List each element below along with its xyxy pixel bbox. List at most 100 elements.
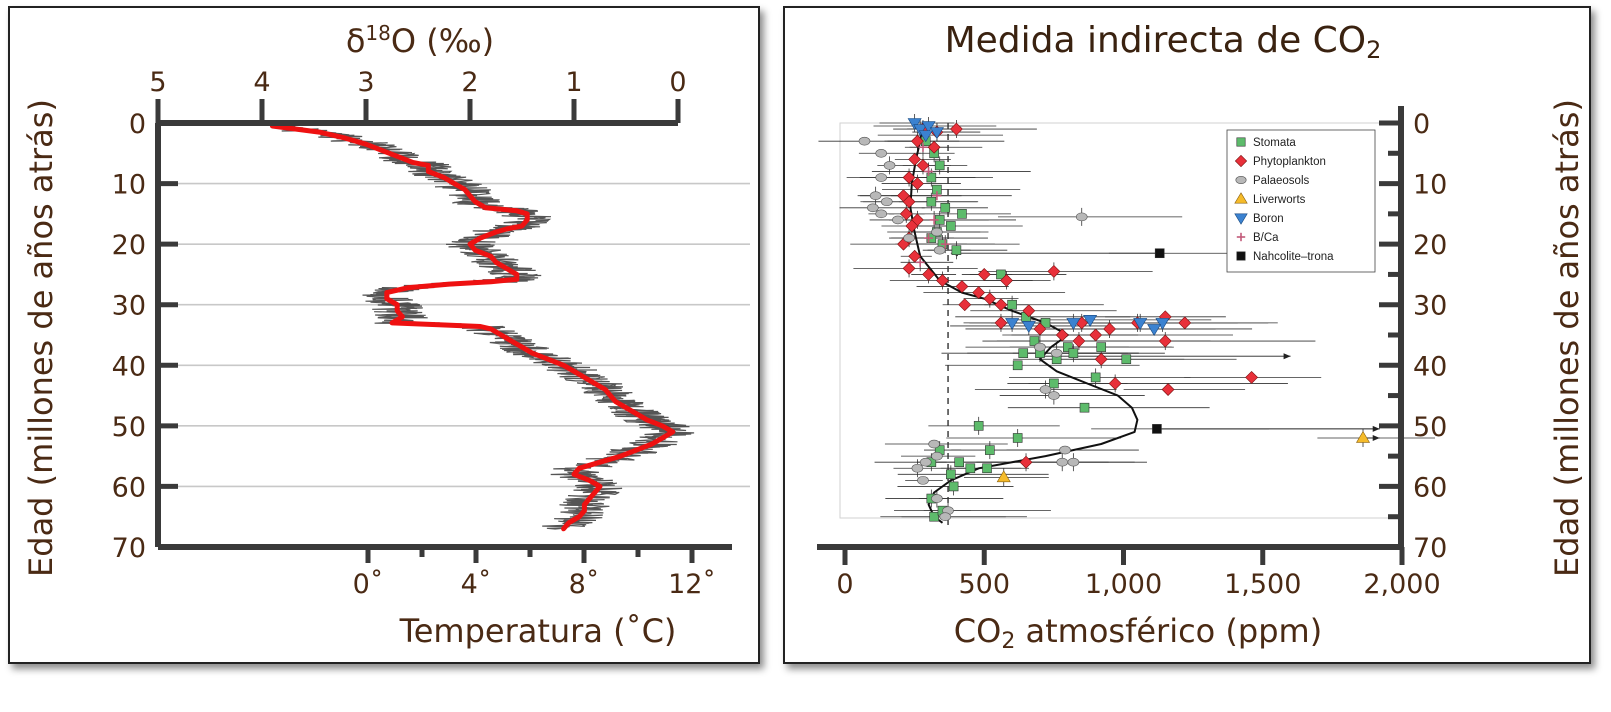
palaeosols-point bbox=[911, 463, 924, 473]
y-tick-label: 20 bbox=[112, 230, 146, 261]
top-tick-label: 0 bbox=[669, 67, 686, 98]
liverworts-point bbox=[996, 470, 1011, 483]
stomata-point bbox=[946, 221, 956, 231]
phytoplankton-point bbox=[1072, 334, 1086, 348]
x-tick-label: 0 bbox=[836, 569, 853, 600]
bottom-tick-label: 0˚ bbox=[353, 569, 384, 600]
stomata-point bbox=[965, 463, 976, 474]
legend-marker bbox=[1234, 213, 1248, 225]
phytoplankton-point bbox=[1161, 383, 1175, 396]
boron-point bbox=[929, 127, 944, 140]
palaeosols-point bbox=[931, 227, 943, 237]
top-axis-title: δ18O (‰) bbox=[346, 21, 494, 60]
stomata-point bbox=[946, 469, 956, 480]
left-chart-panel: 0 10 20 30 40 50 60 70 5 4 3 2 1 0 0˚ 4˚ 8˚ 12˚ δ18O (‰) … bbox=[8, 6, 760, 664]
legend-label: Stomata bbox=[1253, 137, 1296, 149]
stomata-point bbox=[985, 445, 995, 455]
right-chart-panel: Medida indirecta de CO2 Stomata Phytoplan… bbox=[783, 6, 1591, 664]
right-y-tick-label: 20 bbox=[1413, 230, 1447, 261]
phytoplankton-point bbox=[902, 195, 916, 209]
stomata-point bbox=[982, 463, 992, 474]
stomata-point bbox=[1096, 342, 1107, 352]
palaeosols-point bbox=[875, 148, 888, 158]
b-ca-point bbox=[918, 142, 928, 152]
phytoplankton-point bbox=[983, 292, 997, 306]
phytoplankton-point bbox=[1094, 352, 1108, 366]
phytoplankton-point bbox=[1245, 370, 1259, 384]
boron-point bbox=[921, 121, 936, 134]
legend-marker bbox=[1236, 137, 1246, 147]
palaeosols-point bbox=[933, 245, 946, 255]
stomata-point bbox=[1040, 318, 1051, 328]
phytoplankton-point bbox=[936, 274, 949, 287]
phytoplankton-point bbox=[972, 286, 986, 300]
legend-marker bbox=[1235, 176, 1247, 185]
phytoplankton-point bbox=[1108, 377, 1122, 390]
boron-point bbox=[1147, 324, 1162, 337]
phytoplankton-point bbox=[1047, 264, 1061, 278]
y-tick-label: 70 bbox=[112, 533, 146, 564]
phytoplankton-point bbox=[955, 280, 969, 293]
palaeosols-point bbox=[858, 136, 871, 146]
palaeosols-point bbox=[1039, 385, 1052, 394]
boron-point bbox=[913, 124, 928, 137]
error-arrowhead bbox=[1372, 434, 1380, 441]
top-tick-label: 1 bbox=[565, 67, 582, 98]
x-tick-label: 1,000 bbox=[1085, 569, 1162, 600]
x-tick-label: 2,000 bbox=[1363, 569, 1440, 600]
palaeosols-point bbox=[1059, 445, 1071, 455]
palaeosols-point bbox=[931, 451, 943, 461]
right-y-tick-label: 70 bbox=[1413, 533, 1447, 564]
stomata-point bbox=[951, 245, 962, 255]
top-tick-label: 2 bbox=[461, 67, 478, 98]
palaeosols-point bbox=[931, 494, 943, 503]
b-ca-point bbox=[924, 233, 934, 243]
palaeosols-point bbox=[867, 203, 879, 213]
phytoplankton-point bbox=[905, 219, 919, 233]
stomata-point bbox=[1029, 336, 1040, 346]
stomata-point bbox=[940, 203, 951, 213]
legend-marker bbox=[1234, 154, 1248, 168]
y-tick-label: 10 bbox=[112, 170, 146, 201]
y-tick-label: 50 bbox=[112, 412, 146, 443]
phytoplankton-point bbox=[994, 316, 1008, 330]
palaeosols-point bbox=[1067, 457, 1080, 467]
boron-point bbox=[918, 130, 933, 143]
palaeosols-point bbox=[1050, 348, 1063, 358]
phytoplankton-point bbox=[927, 140, 941, 154]
legend-marker bbox=[1234, 192, 1248, 204]
phytoplankton-point bbox=[1103, 322, 1116, 336]
legend-box bbox=[1226, 129, 1376, 273]
x-tick-label: 1,500 bbox=[1224, 569, 1301, 600]
co2-proxy-chart: Medida indirecta de CO2 Stomata Phytoplan… bbox=[817, 20, 1586, 654]
legend-label: Boron bbox=[1253, 213, 1284, 225]
legend-label: B/Ca bbox=[1253, 232, 1279, 244]
palaeosols-point bbox=[1056, 457, 1069, 467]
phytoplankton-point bbox=[994, 298, 1008, 312]
legend-label: Liverworts bbox=[1253, 194, 1306, 206]
top-tick-label: 4 bbox=[253, 67, 270, 98]
right-y-axis-title: Edad (millones de años atrás) bbox=[1548, 99, 1586, 577]
legend-label: Palaeosols bbox=[1253, 175, 1310, 187]
legend-marker bbox=[1236, 232, 1246, 242]
stomata-point bbox=[1049, 378, 1059, 389]
phytoplankton-point bbox=[977, 268, 991, 281]
palaeosols-point bbox=[869, 191, 882, 200]
phytoplankton-point bbox=[1089, 328, 1103, 342]
stomata-point bbox=[948, 481, 959, 492]
boron-point bbox=[1066, 318, 1081, 330]
palaeosols-point bbox=[928, 439, 940, 449]
stomata-point bbox=[929, 511, 939, 522]
stomata-point bbox=[973, 421, 984, 431]
legend: Stomata Phytoplankton Palaeosols Liverworts… bbox=[1226, 129, 1376, 273]
stomata-point bbox=[926, 172, 937, 183]
top-tick-label: 3 bbox=[357, 67, 374, 98]
b-ca-point bbox=[924, 166, 934, 176]
phytoplankton-point bbox=[958, 298, 972, 312]
stomata-point bbox=[1012, 433, 1023, 443]
palaeosols-point bbox=[1048, 391, 1060, 400]
boron-point bbox=[907, 118, 922, 131]
error-arrowhead bbox=[1283, 353, 1291, 360]
stomata-point bbox=[1079, 402, 1090, 413]
